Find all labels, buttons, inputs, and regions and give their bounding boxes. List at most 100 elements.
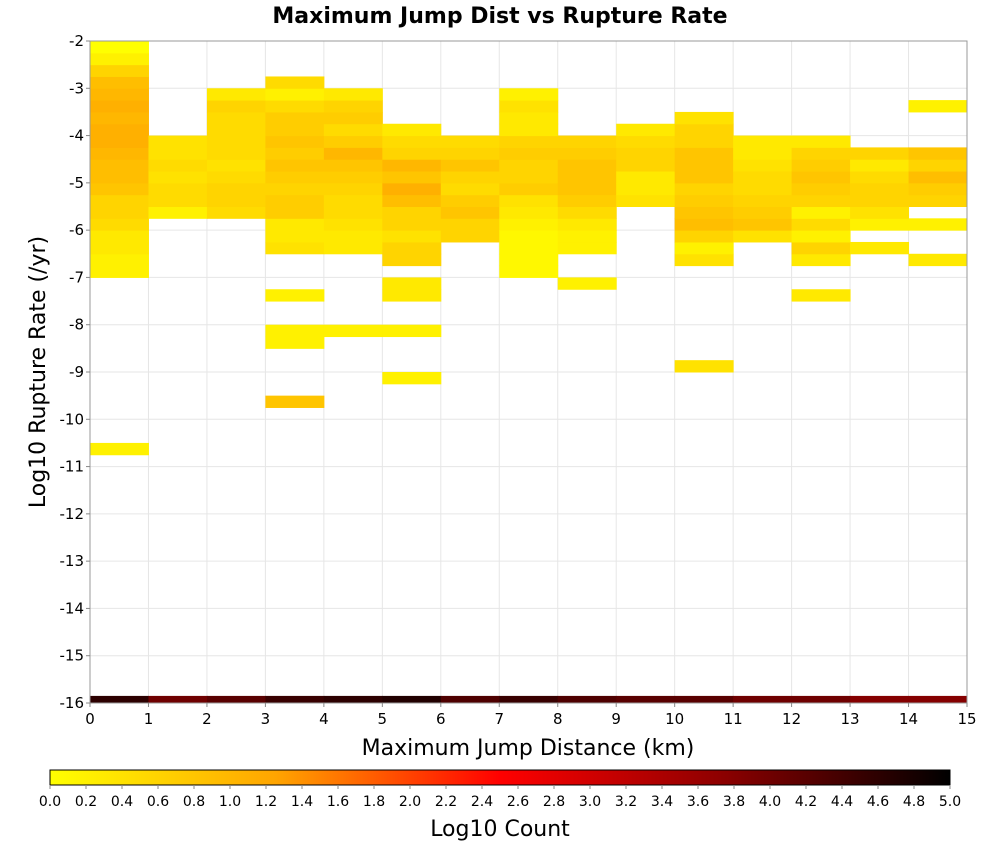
heatmap-cell (323, 159, 383, 172)
heatmap-cell (382, 372, 442, 385)
heatmap-cell (265, 324, 325, 338)
colorbar-tick-label: 4.2 (795, 794, 817, 810)
heatmap-cell (148, 159, 208, 172)
heatmap-cell (908, 695, 968, 703)
heatmap-cell (382, 147, 442, 160)
heatmap-cell (90, 194, 149, 207)
heatmap-cell (323, 123, 383, 137)
heatmap-cell (557, 230, 617, 243)
heatmap-cell (791, 695, 851, 703)
y-tick-label: -11 (60, 458, 85, 476)
heatmap-cell (323, 182, 383, 196)
heatmap-cell (382, 695, 442, 703)
heatmap-cell (674, 218, 734, 231)
heatmap-cell (90, 253, 149, 267)
heatmap-cell (674, 695, 734, 703)
heatmap-cell (791, 206, 851, 219)
heatmap-cell (323, 218, 383, 231)
colorbar-tick-label: 1.2 (255, 794, 277, 810)
heatmap-cell (382, 135, 442, 148)
colorbar-tick-label: 3.8 (723, 794, 745, 810)
x-tick-label: 8 (553, 710, 563, 728)
heatmap-cell (382, 182, 442, 196)
heatmap-cell (674, 135, 734, 148)
heatmap-cell (557, 147, 617, 160)
heatmap-cell (382, 194, 442, 207)
heatmap-cell (265, 241, 325, 255)
x-axis-label: Maximum Jump Distance (km) (362, 736, 695, 761)
heatmap-cell (616, 147, 676, 160)
heatmap-cell (90, 182, 149, 196)
heatmap-cell (908, 182, 968, 196)
colorbar-tick-label: 0.6 (147, 794, 169, 810)
heatmap-cell (791, 135, 851, 148)
heatmap-cell (206, 111, 266, 125)
heatmap-cell (382, 277, 442, 290)
heatmap-cell (90, 64, 149, 77)
colorbar-tick-label: 3.6 (687, 794, 709, 810)
y-tick-label: -10 (60, 410, 85, 428)
heatmap-cell (382, 171, 442, 184)
heatmap-cell (90, 88, 149, 101)
x-tick-label: 3 (261, 710, 271, 728)
heatmap-cell (265, 336, 325, 349)
heatmap-cell (733, 182, 793, 196)
heatmap-cell (265, 695, 325, 703)
y-tick-label: -16 (60, 694, 85, 712)
heatmap-cell (499, 253, 559, 267)
heatmap-cell (265, 171, 325, 184)
heatmap-cell (265, 159, 325, 172)
heatmap-cell (323, 194, 383, 207)
heatmap-cell (791, 159, 851, 172)
heatmap-cell (440, 135, 500, 148)
heatmap-cell (90, 695, 149, 703)
y-tick-label: -5 (69, 174, 84, 192)
x-tick-label: 1 (144, 710, 154, 728)
heatmap-cell (850, 147, 910, 160)
heatmap-cell (382, 241, 442, 255)
heatmap-cell (90, 265, 149, 278)
colorbar-tick-label: 1.8 (363, 794, 385, 810)
heatmap-cell (908, 218, 968, 231)
heatmap-cell (440, 194, 500, 207)
heatmap-cell (733, 218, 793, 231)
colorbar-tick-label: 4.6 (867, 794, 889, 810)
heatmap-cell (908, 100, 968, 113)
x-tick-label: 4 (319, 710, 329, 728)
heatmap-cell (499, 194, 559, 207)
heatmap-cell (733, 147, 793, 160)
heatmap-cell (90, 135, 149, 148)
heatmap-cell (674, 253, 734, 267)
colorbar-tick-label: 0.2 (75, 794, 97, 810)
heatmap-cell (382, 123, 442, 137)
colorbar (49, 769, 951, 786)
colorbar-tick-label: 1.6 (327, 794, 349, 810)
y-tick-label: -6 (69, 221, 84, 239)
heatmap-cell (148, 171, 208, 184)
heatmap-cell (733, 695, 793, 703)
y-tick-label: -4 (69, 127, 84, 145)
heatmap-cell (265, 123, 325, 137)
colorbar-tick-label: 0.0 (39, 794, 61, 810)
heatmap-cell (323, 324, 383, 338)
heatmap-cell (148, 147, 208, 160)
y-tick-label: -9 (69, 363, 84, 381)
heatmap-cell (265, 135, 325, 148)
colorbar-tick-label: 3.2 (615, 794, 637, 810)
heatmap-cell (90, 41, 149, 54)
heatmap-cell (323, 695, 383, 703)
colorbar-tick-label: 4.0 (759, 794, 781, 810)
heatmap-cell (440, 230, 500, 243)
heatmap-cell (206, 147, 266, 160)
heatmap-cell (206, 135, 266, 148)
x-tick-label: 0 (85, 710, 95, 728)
y-tick-label: -12 (60, 505, 85, 523)
heatmap-cell (557, 182, 617, 196)
heatmap-cell (90, 218, 149, 231)
heatmap-cell (616, 159, 676, 172)
heatmap-cell (440, 206, 500, 219)
heatmap-cell (206, 194, 266, 207)
x-tick-label: 12 (782, 710, 801, 728)
heatmap-cell (499, 182, 559, 196)
heatmap-cell (908, 171, 968, 184)
